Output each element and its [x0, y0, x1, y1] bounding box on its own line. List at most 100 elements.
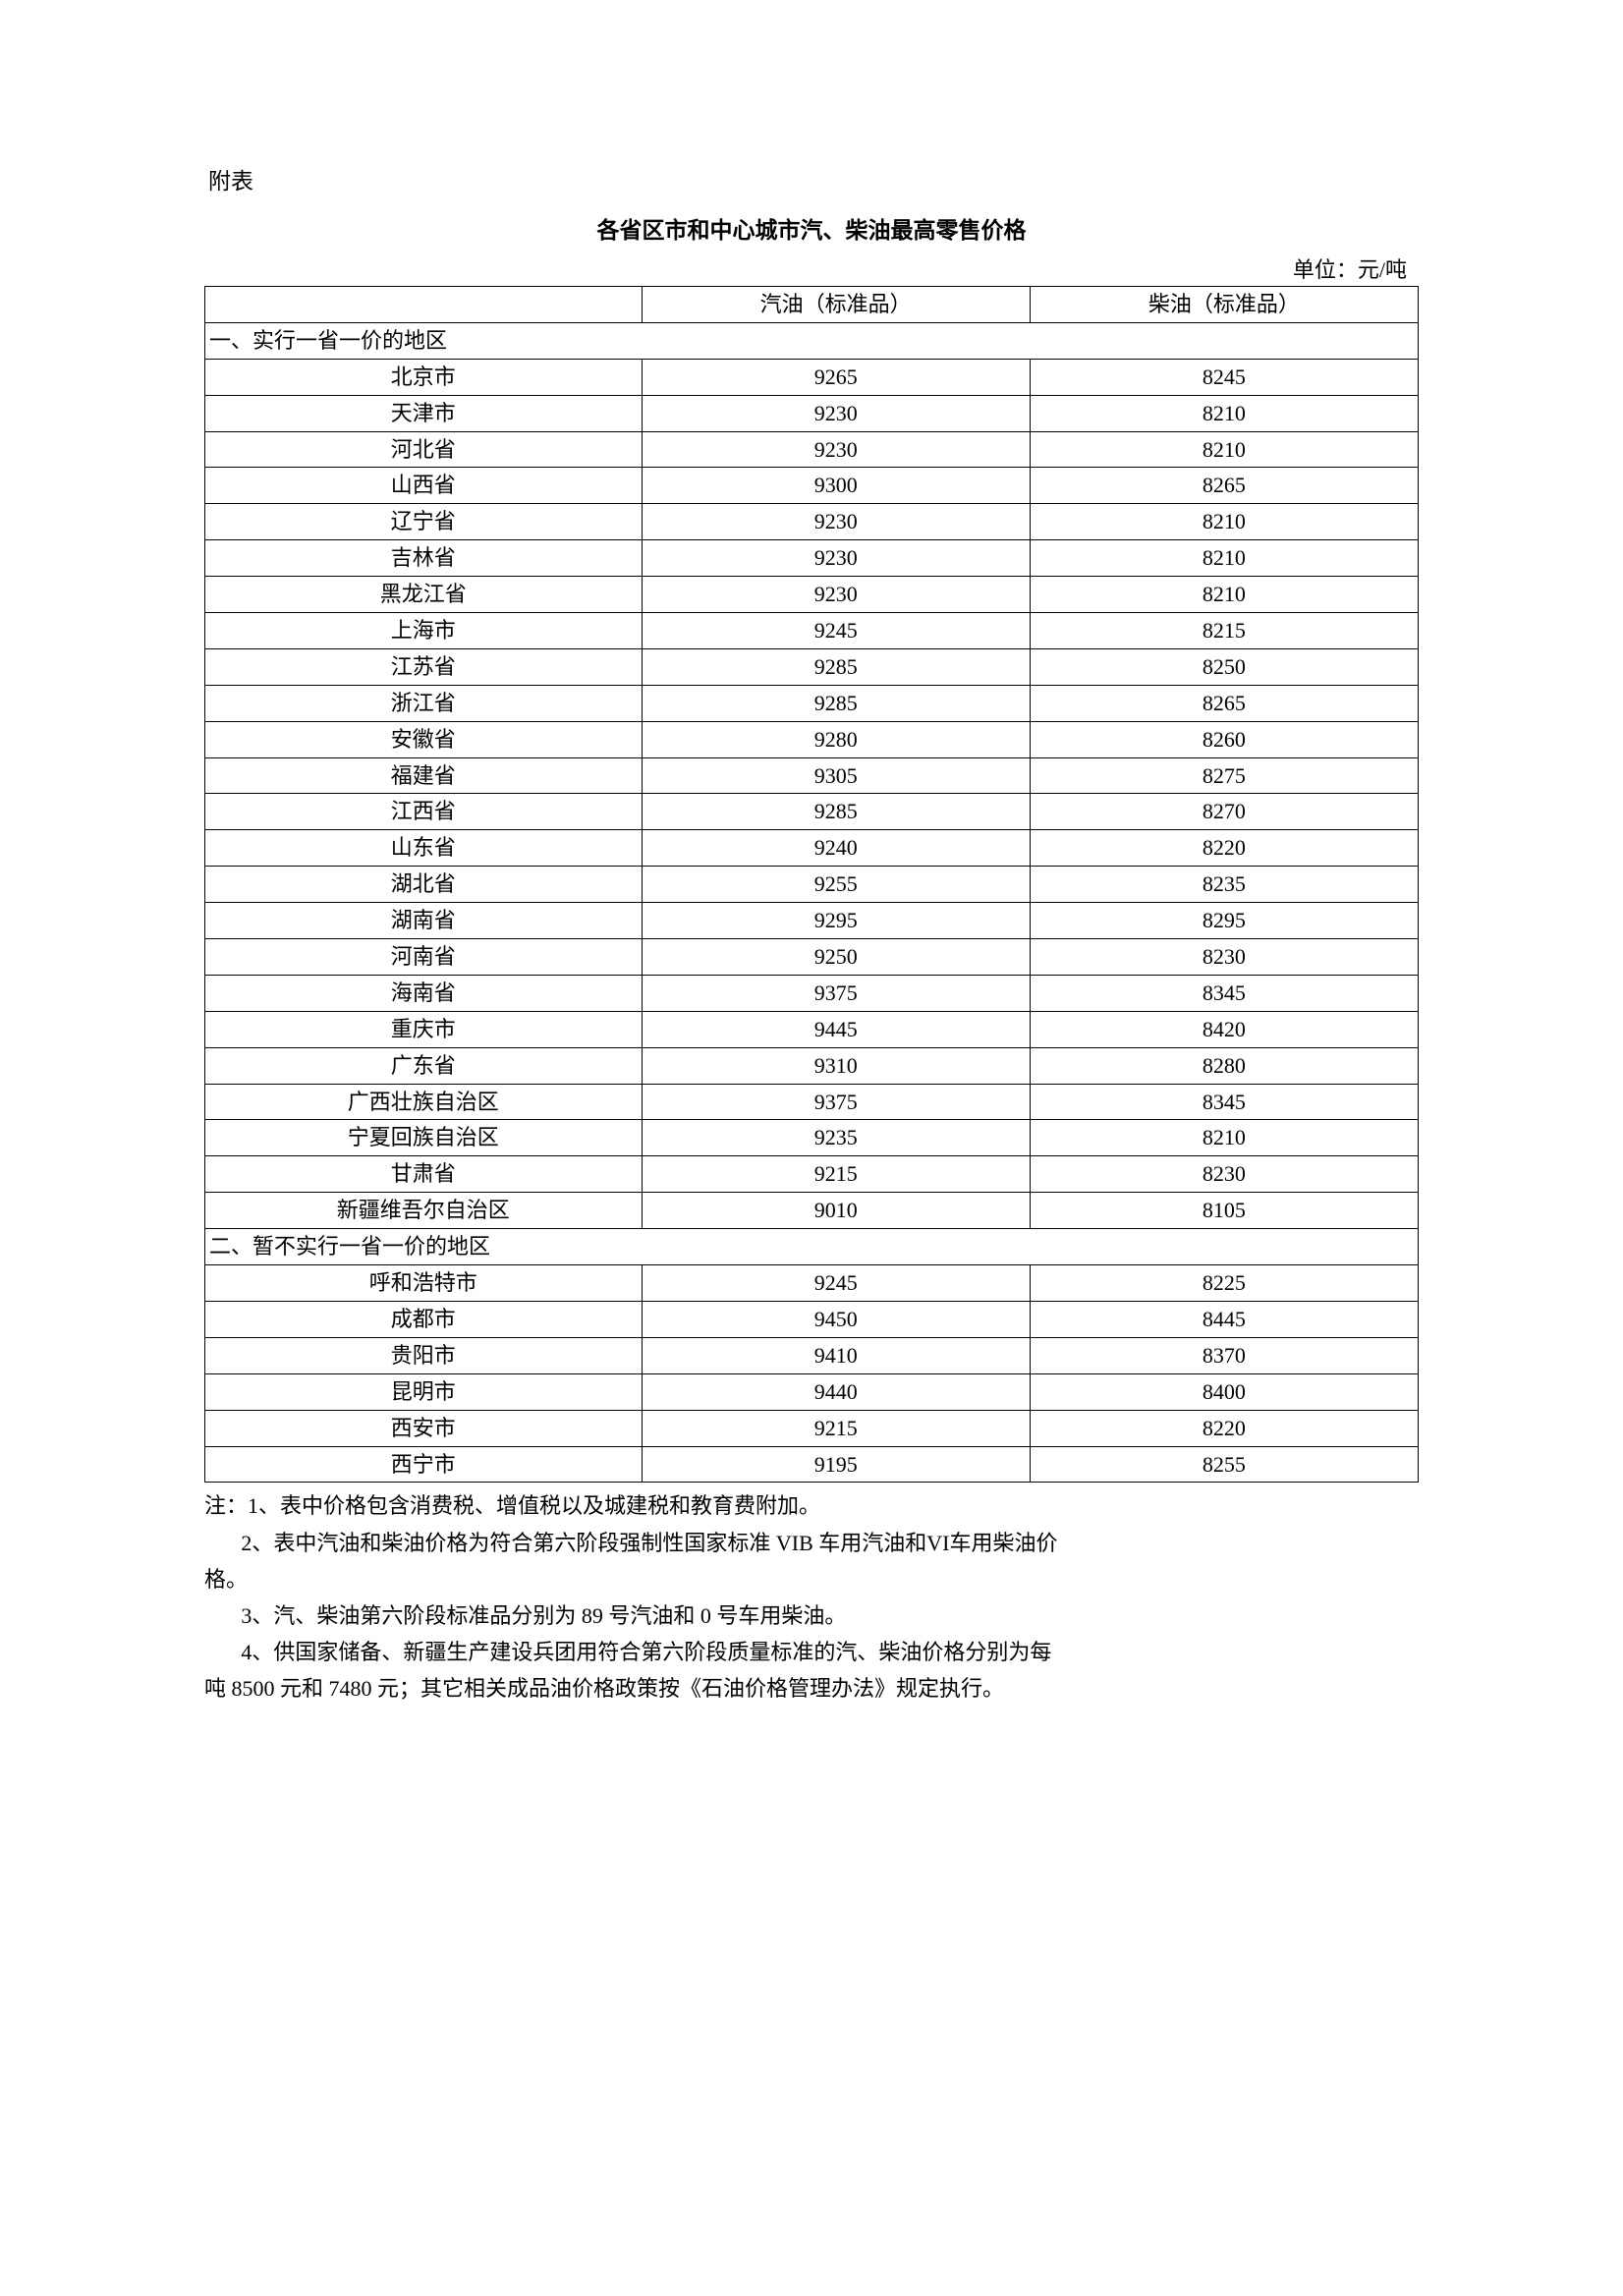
cell-gasoline: 9450 [642, 1301, 1030, 1337]
cell-gasoline: 9230 [642, 540, 1030, 577]
cell-gasoline: 9215 [642, 1156, 1030, 1193]
table-row: 山东省92408220 [205, 830, 1419, 867]
cell-region: 贵阳市 [205, 1337, 643, 1373]
cell-region: 呼和浩特市 [205, 1265, 643, 1302]
cell-gasoline: 9375 [642, 975, 1030, 1011]
footnote-4a: 4、供国家储备、新疆生产建设兵团用符合第六阶段质量标准的汽、柴油价格分别为每 [204, 1635, 1419, 1669]
cell-region: 上海市 [205, 613, 643, 649]
cell-gasoline: 9230 [642, 431, 1030, 468]
cell-diesel: 8215 [1030, 613, 1418, 649]
table-row: 浙江省92858265 [205, 685, 1419, 721]
cell-gasoline: 9295 [642, 903, 1030, 939]
table-row: 江西省92858270 [205, 794, 1419, 830]
cell-diesel: 8245 [1030, 359, 1418, 395]
table-row: 西安市92158220 [205, 1410, 1419, 1446]
table-row: 天津市92308210 [205, 395, 1419, 431]
cell-region: 福建省 [205, 757, 643, 794]
cell-region: 重庆市 [205, 1011, 643, 1047]
price-table: 汽油（标准品） 柴油（标准品） 一、实行一省一价的地区北京市92658245天津… [204, 286, 1419, 1483]
cell-gasoline: 9255 [642, 867, 1030, 903]
cell-diesel: 8210 [1030, 577, 1418, 613]
cell-diesel: 8235 [1030, 867, 1418, 903]
cell-region: 山西省 [205, 468, 643, 504]
header-row: 汽油（标准品） 柴油（标准品） [205, 287, 1419, 323]
cell-diesel: 8345 [1030, 1084, 1418, 1120]
cell-diesel: 8105 [1030, 1193, 1418, 1229]
header-diesel: 柴油（标准品） [1030, 287, 1418, 323]
cell-diesel: 8280 [1030, 1047, 1418, 1084]
cell-gasoline: 9195 [642, 1446, 1030, 1483]
table-row: 北京市92658245 [205, 359, 1419, 395]
cell-region: 吉林省 [205, 540, 643, 577]
header-region [205, 287, 643, 323]
section-row: 二、暂不实行一省一价的地区 [205, 1229, 1419, 1265]
table-row: 黑龙江省92308210 [205, 577, 1419, 613]
cell-diesel: 8210 [1030, 1120, 1418, 1156]
footnote-3: 3、汽、柴油第六阶段标准品分别为 89 号汽油和 0 号车用柴油。 [204, 1598, 1419, 1633]
header-gasoline: 汽油（标准品） [642, 287, 1030, 323]
cell-gasoline: 9305 [642, 757, 1030, 794]
cell-region: 北京市 [205, 359, 643, 395]
cell-diesel: 8225 [1030, 1265, 1418, 1302]
cell-region: 山东省 [205, 830, 643, 867]
cell-gasoline: 9245 [642, 613, 1030, 649]
footnote-2b: 格。 [204, 1562, 1419, 1596]
cell-region: 河南省 [205, 939, 643, 976]
table-row: 宁夏回族自治区92358210 [205, 1120, 1419, 1156]
cell-diesel: 8220 [1030, 1410, 1418, 1446]
cell-diesel: 8270 [1030, 794, 1418, 830]
cell-gasoline: 9240 [642, 830, 1030, 867]
cell-diesel: 8255 [1030, 1446, 1418, 1483]
unit-label: 单位：元/吨 [204, 252, 1419, 284]
cell-gasoline: 9245 [642, 1265, 1030, 1302]
table-row: 贵阳市94108370 [205, 1337, 1419, 1373]
cell-diesel: 8345 [1030, 975, 1418, 1011]
cell-diesel: 8260 [1030, 721, 1418, 757]
table-row: 新疆维吾尔自治区90108105 [205, 1193, 1419, 1229]
cell-region: 昆明市 [205, 1373, 643, 1410]
table-row: 广东省93108280 [205, 1047, 1419, 1084]
cell-gasoline: 9250 [642, 939, 1030, 976]
cell-diesel: 8420 [1030, 1011, 1418, 1047]
cell-gasoline: 9285 [642, 685, 1030, 721]
section-label: 一、实行一省一价的地区 [205, 322, 1419, 359]
cell-region: 安徽省 [205, 721, 643, 757]
cell-diesel: 8445 [1030, 1301, 1418, 1337]
cell-region: 浙江省 [205, 685, 643, 721]
table-row: 呼和浩特市92458225 [205, 1265, 1419, 1302]
table-row: 湖北省92558235 [205, 867, 1419, 903]
footnote-2a: 2、表中汽油和柴油价格为符合第六阶段强制性国家标准 VIB 车用汽油和VI车用柴… [204, 1526, 1419, 1560]
cell-gasoline: 9440 [642, 1373, 1030, 1410]
cell-region: 天津市 [205, 395, 643, 431]
page-title: 各省区市和中心城市汽、柴油最高零售价格 [204, 211, 1419, 245]
cell-diesel: 8265 [1030, 468, 1418, 504]
cell-diesel: 8210 [1030, 540, 1418, 577]
cell-gasoline: 9010 [642, 1193, 1030, 1229]
table-row: 山西省93008265 [205, 468, 1419, 504]
table-row: 河南省92508230 [205, 939, 1419, 976]
cell-gasoline: 9235 [642, 1120, 1030, 1156]
footnotes: 注：1、表中价格包含消费税、增值税以及城建税和教育费附加。 2、表中汽油和柴油价… [204, 1488, 1419, 1706]
footnote-1: 注：1、表中价格包含消费税、增值税以及城建税和教育费附加。 [204, 1488, 1419, 1523]
cell-diesel: 8250 [1030, 648, 1418, 685]
cell-diesel: 8295 [1030, 903, 1418, 939]
cell-region: 江西省 [205, 794, 643, 830]
cell-gasoline: 9285 [642, 794, 1030, 830]
cell-gasoline: 9230 [642, 395, 1030, 431]
document-page: 附表 各省区市和中心城市汽、柴油最高零售价格 单位：元/吨 汽油（标准品） 柴油… [204, 162, 1419, 1707]
cell-diesel: 8400 [1030, 1373, 1418, 1410]
cell-region: 西宁市 [205, 1446, 643, 1483]
table-row: 上海市92458215 [205, 613, 1419, 649]
cell-region: 黑龙江省 [205, 577, 643, 613]
cell-gasoline: 9285 [642, 648, 1030, 685]
table-row: 福建省93058275 [205, 757, 1419, 794]
cell-region: 成都市 [205, 1301, 643, 1337]
cell-diesel: 8230 [1030, 939, 1418, 976]
cell-region: 江苏省 [205, 648, 643, 685]
cell-gasoline: 9410 [642, 1337, 1030, 1373]
cell-gasoline: 9230 [642, 577, 1030, 613]
cell-region: 湖北省 [205, 867, 643, 903]
cell-diesel: 8275 [1030, 757, 1418, 794]
cell-diesel: 8210 [1030, 395, 1418, 431]
cell-gasoline: 9230 [642, 504, 1030, 540]
